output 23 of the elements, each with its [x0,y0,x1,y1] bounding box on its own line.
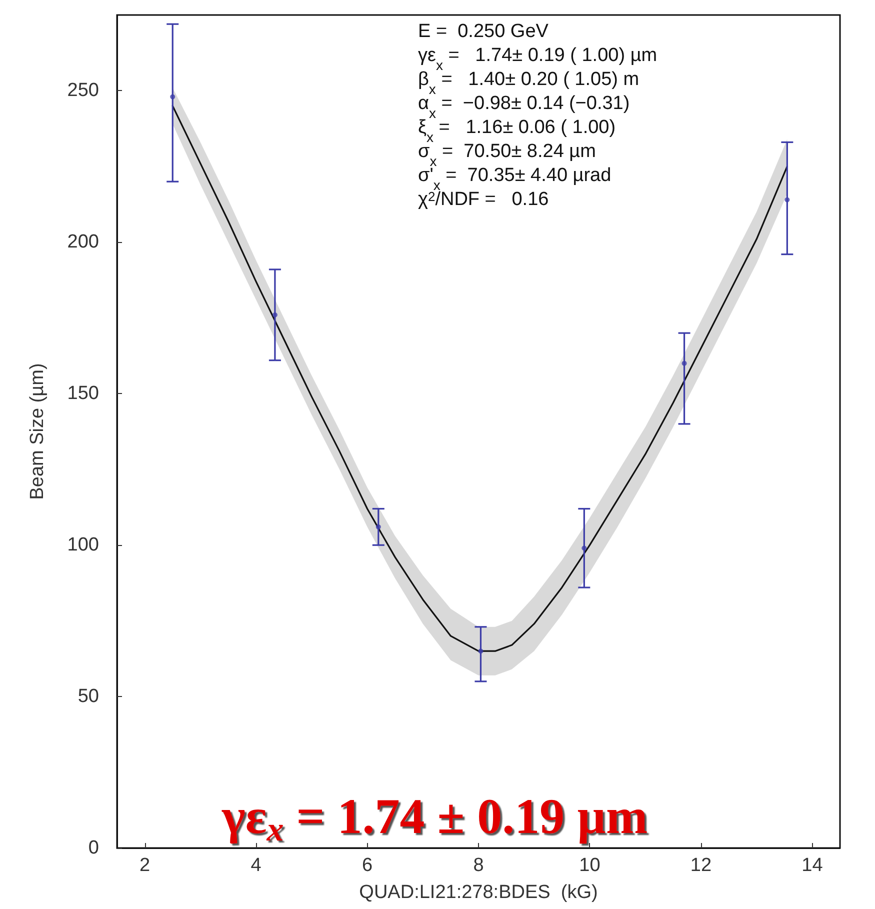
x-tick-label: 10 [579,855,600,876]
annotation: E = 0.250 GeV [418,21,549,42]
x-axis-title: QUAD:LI21:278:BDES (kG) [359,882,598,903]
point [784,197,790,202]
point [582,546,587,551]
x-tick-label: 8 [473,855,484,876]
y-tick-label: 0 [88,838,99,858]
point [272,312,278,318]
x-tick-label: 12 [690,855,712,876]
x-tick-label: 4 [250,855,262,876]
y-tick-label: 100 [67,534,99,556]
x-tick-label: 6 [362,855,373,876]
x-tick-label: 14 [802,855,824,876]
point [478,648,484,654]
y-tick-label: 250 [67,80,99,102]
y-axis-title: Beam Size (µm) [27,363,48,500]
point [376,524,381,530]
point [682,360,687,366]
point [170,94,176,100]
y-tick-label: 150 [67,383,99,404]
y-tick-label: 50 [78,686,99,708]
x-tick-label: 2 [140,855,150,876]
y-tick-label: 200 [67,232,99,253]
